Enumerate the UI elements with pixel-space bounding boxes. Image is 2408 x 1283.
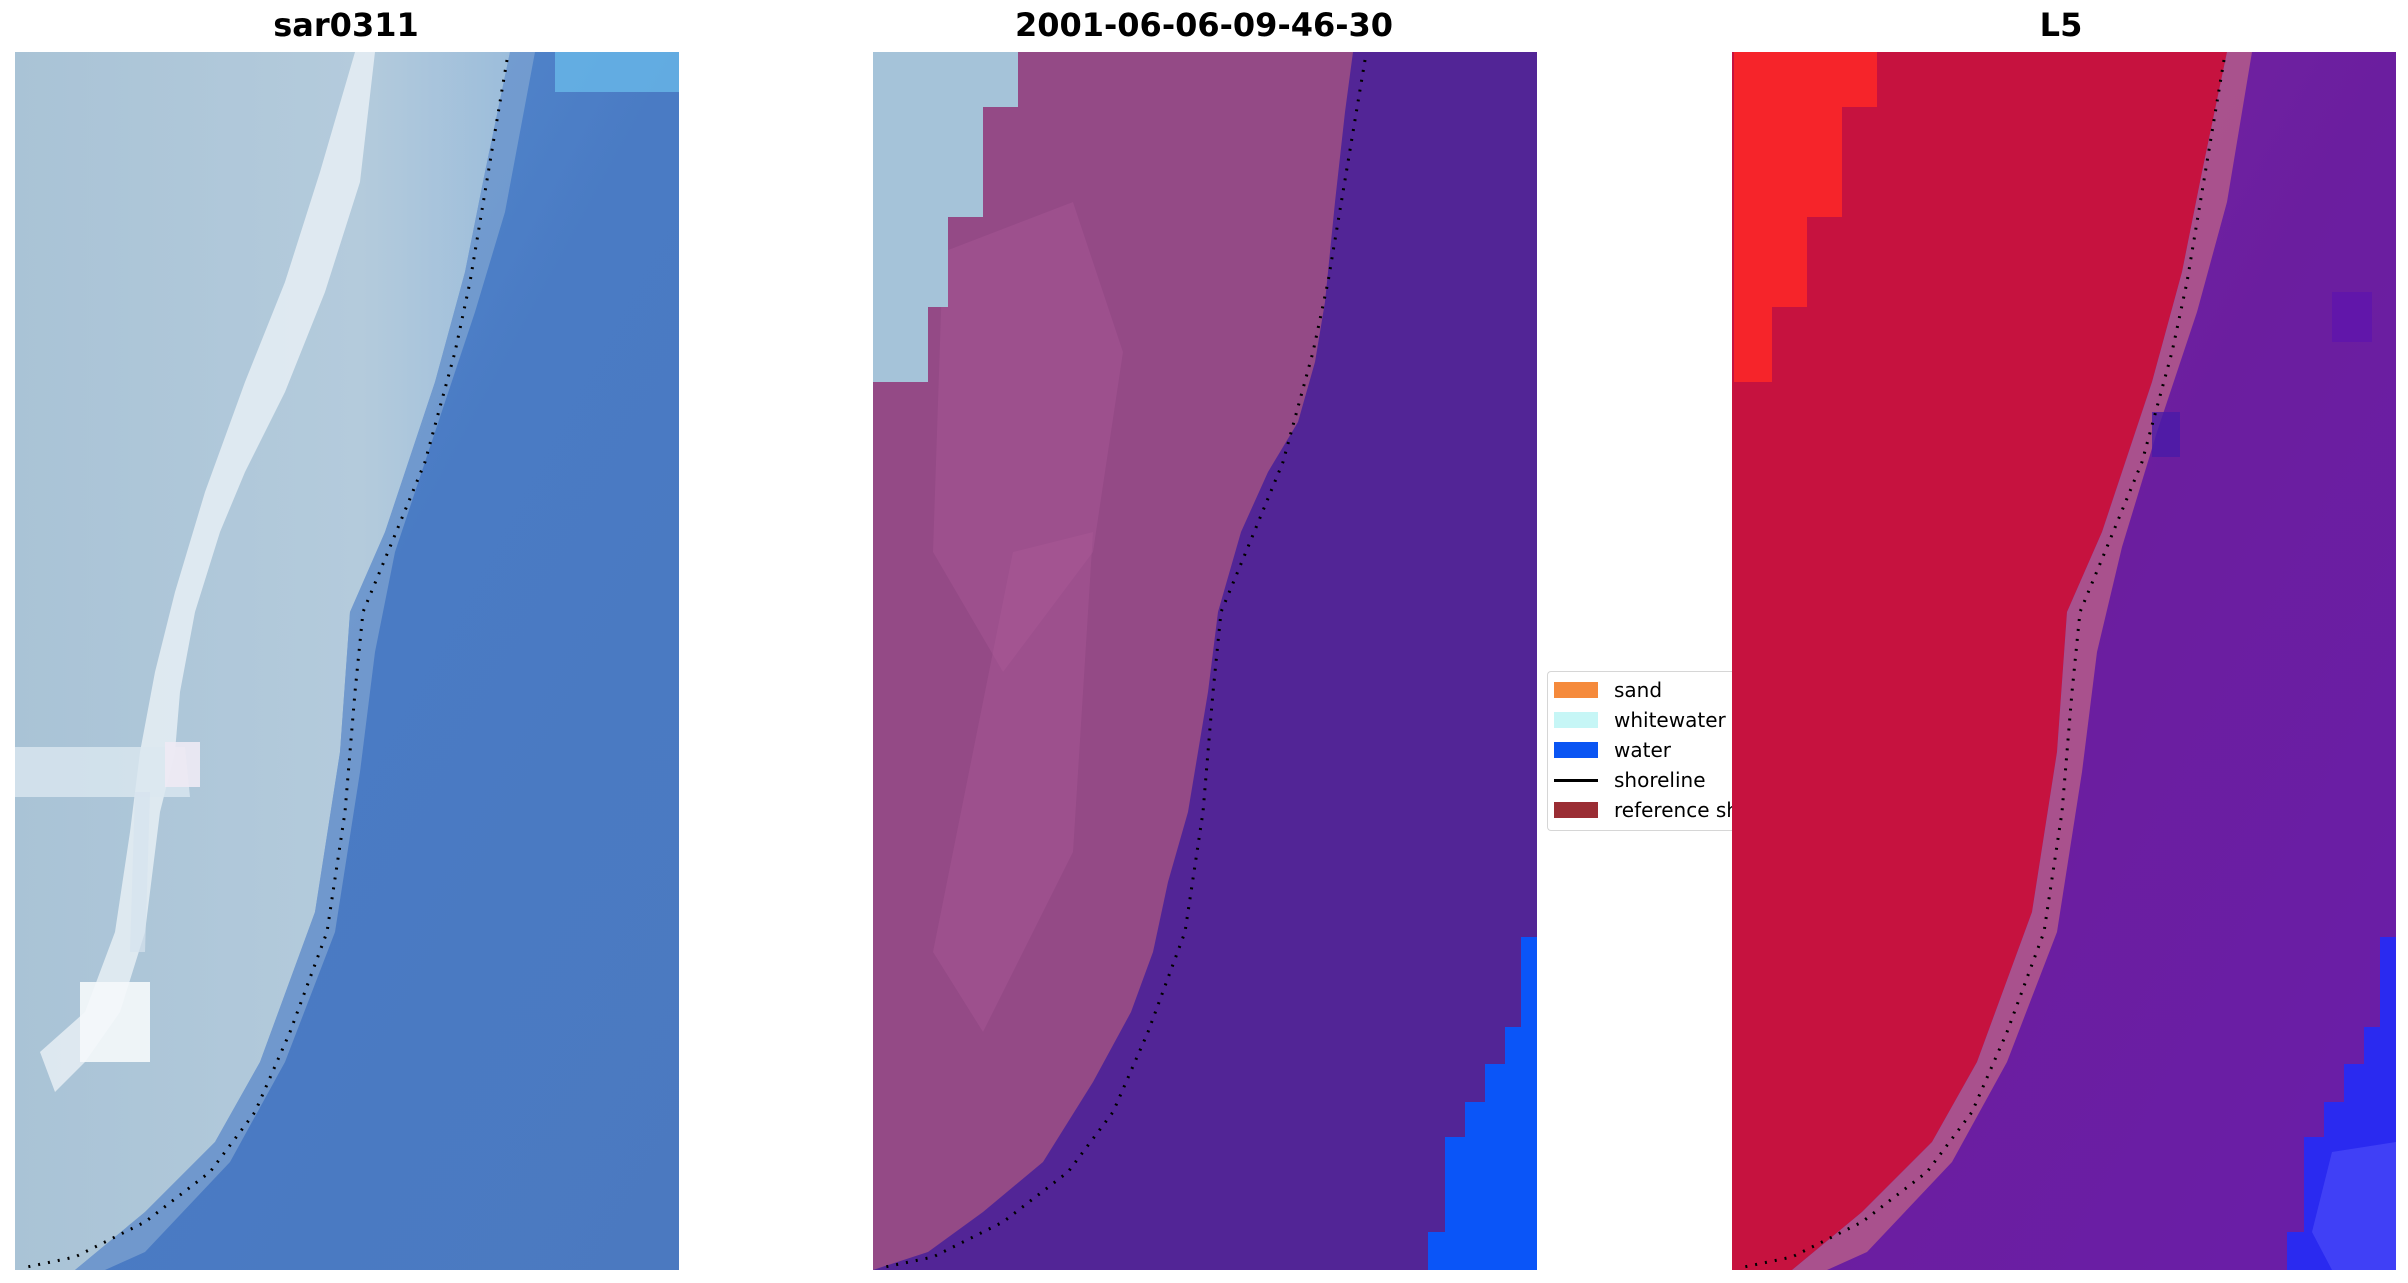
- panel-title-mndwi: L5: [2039, 6, 2083, 44]
- shoreline-line-icon: [1554, 778, 1598, 782]
- panel-title-rgb: sar0311: [273, 6, 419, 44]
- legend-item-water: water: [1554, 738, 1671, 762]
- rgb-image: [15, 52, 679, 1270]
- legend-label-shoreline: shoreline: [1614, 768, 1706, 792]
- whitewater-swatch: [1554, 712, 1598, 728]
- legend-label-sand: sand: [1614, 678, 1663, 702]
- panel-title-classified: 2001-06-06-09-46-30: [1014, 6, 1394, 44]
- water-swatch: [1554, 742, 1598, 758]
- reference-shoreline-swatch: [1554, 802, 1598, 818]
- legend-item-reference-shoreline: reference shoreline: [1554, 798, 1734, 822]
- shoreline-dotted: [26, 59, 509, 1269]
- classified-image: [873, 52, 1537, 1270]
- classified-image-panel: [873, 52, 1537, 1270]
- rgb-image-panel: [15, 52, 679, 1270]
- legend-label-reference-shoreline: reference shoreline: [1614, 798, 1734, 822]
- legend-label-water: water: [1614, 738, 1671, 762]
- legend-item-sand: sand: [1554, 678, 1662, 702]
- legend-label-whitewater: whitewater: [1614, 708, 1726, 732]
- sand-swatch: [1554, 682, 1598, 698]
- mndwi-image-panel: [1732, 52, 2396, 1270]
- legend-item-shoreline: shoreline: [1554, 768, 1706, 792]
- legend: sand whitewater water shoreline referenc…: [1547, 671, 1734, 831]
- legend-item-whitewater: whitewater: [1554, 708, 1726, 732]
- mndwi-image: [1732, 52, 2396, 1270]
